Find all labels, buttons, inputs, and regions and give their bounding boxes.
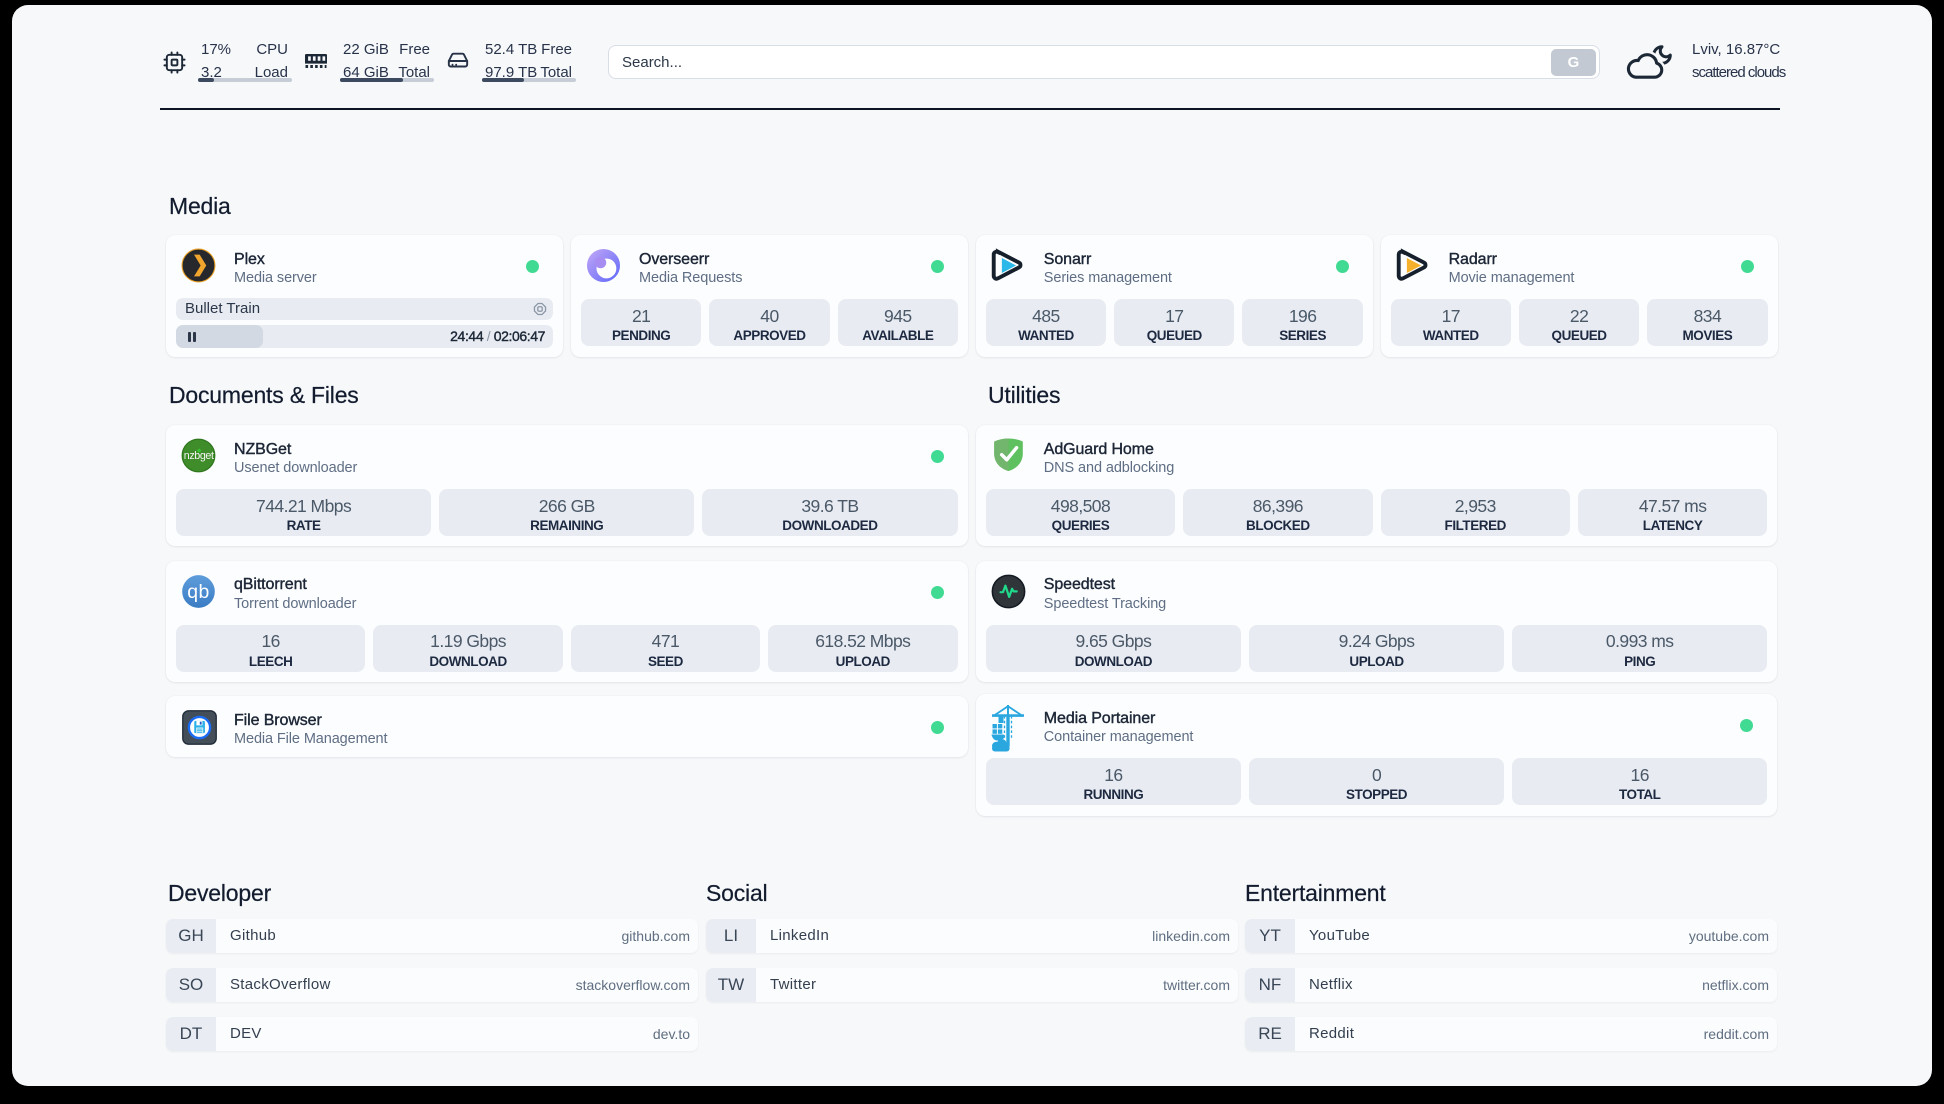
svg-text:qb: qb (187, 580, 210, 602)
svg-text:nzbget: nzbget (184, 450, 214, 462)
